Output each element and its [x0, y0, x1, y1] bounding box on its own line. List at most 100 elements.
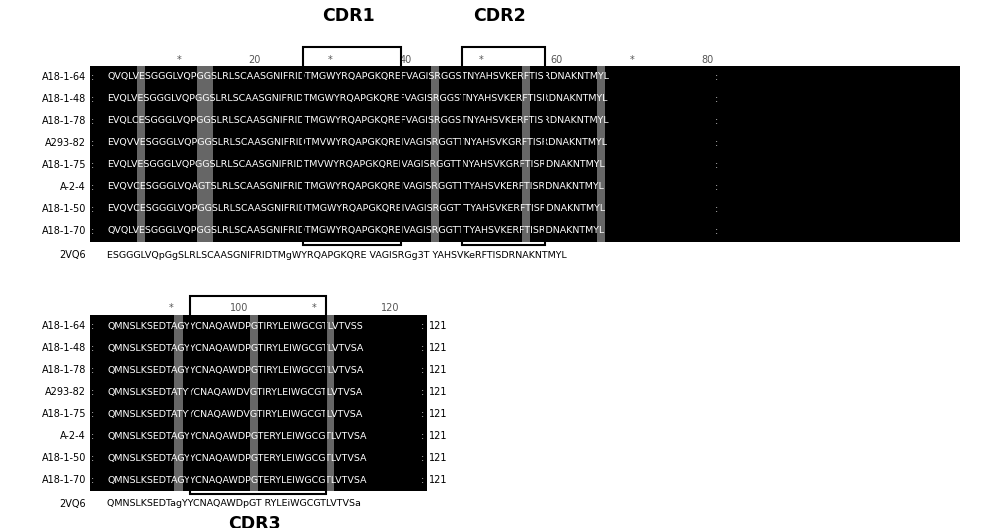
Bar	[250, 315, 258, 491]
Text: QVQLVESGGGLVQPGGSLRLSCAASGNIFRIDTMGWYRQAPGKQREFVAGISRGGSTNYAHSVKERFTISRDNAKNTMYL: QVQLVESGGGLVQPGGSLRLSCAASGNIFRIDTMGWYRQA…	[107, 72, 609, 81]
Text: :: :	[91, 226, 95, 236]
Text: :: :	[421, 343, 424, 353]
Text: 121: 121	[429, 321, 447, 331]
Text: :: :	[421, 321, 424, 331]
Text: :: :	[715, 204, 718, 214]
Text: 80: 80	[701, 55, 713, 65]
Text: *: *	[312, 303, 317, 313]
Text: 80: 80	[723, 182, 735, 192]
Text: :: :	[91, 182, 95, 192]
Text: :: :	[421, 431, 424, 441]
Text: :: :	[715, 182, 718, 192]
Text: 121: 121	[429, 475, 447, 485]
Text: A-2-4: A-2-4	[60, 431, 86, 441]
Text: :: :	[91, 409, 95, 419]
Text: EVQLVESGGGLVQPGGSLRLSCAASGNIFRIDTMGWYRQAPGKQREFVAGISRGGSTNYAHSVKERFTISRDNAKNTMYL: EVQLVESGGGLVQPGGSLRLSCAASGNIFRIDTMGWYRQA…	[107, 95, 608, 103]
Text: 121: 121	[429, 453, 447, 463]
Bar	[325, 315, 334, 491]
Text: 2VQ6: 2VQ6	[59, 499, 86, 509]
Bar	[205, 66, 213, 242]
Text: EVQVVESGGGLVQPGGSLRLSCAASGNIFRIDTMVWYRQAPGKQREIVAGISRGGTTNYAHSVKGRFTISRDNAKNTMYL: EVQVVESGGGLVQPGGSLRLSCAASGNIFRIDTMVWYRQA…	[107, 138, 607, 147]
Text: :: :	[91, 387, 95, 397]
Text: :: :	[91, 431, 95, 441]
Bar	[137, 66, 145, 242]
Text: CDR2: CDR2	[473, 7, 526, 25]
Text: A18-1-78: A18-1-78	[42, 365, 86, 375]
Text: QMNSLKSEDTAGYYCNAQAWDPGTIRYLEIWGCGTLVTVSA: QMNSLKSEDTAGYYCNAQAWDPGTIRYLEIWGCGTLVTVS…	[107, 344, 363, 353]
Text: QVQLVESGGGLVQPGGSLRLSCAASGNIFRIDTMGWYRQAPGKQREIVAGISRGGTTTYAHSVKERFTISRDNAKNTMYL: QVQLVESGGGLVQPGGSLRLSCAASGNIFRIDTMGWYRQA…	[107, 227, 604, 235]
Text: 80: 80	[723, 116, 735, 126]
Text: 80: 80	[723, 94, 735, 104]
Text: *: *	[478, 55, 483, 65]
Text: :: :	[91, 138, 95, 148]
Text: 80: 80	[723, 226, 735, 236]
Text: A18-1-50: A18-1-50	[42, 453, 86, 463]
Text: EVQLVESGGGLVQPGGSLRLSCAASGNIFRIDTMVWYRQAPGKQREIVAGISRGGTTNYAHSVKGRFTISRDNAKNTMYL: EVQLVESGGGLVQPGGSLRLSCAASGNIFRIDTMVWYRQA…	[107, 161, 605, 169]
Text: CDR3: CDR3	[228, 515, 281, 528]
Text: :: :	[421, 475, 424, 485]
Text: :: :	[715, 116, 718, 126]
Text: 20: 20	[248, 55, 260, 65]
Text: :: :	[715, 94, 718, 104]
Text: A18-1-75: A18-1-75	[42, 160, 86, 170]
Text: :: :	[421, 453, 424, 463]
Text: :: :	[91, 160, 95, 170]
Text: A293-82: A293-82	[45, 387, 86, 397]
Text: *: *	[176, 55, 181, 65]
Text: A18-1-70: A18-1-70	[42, 475, 86, 485]
Text: 121: 121	[429, 409, 447, 419]
Bar	[174, 315, 182, 491]
Text: :: :	[91, 94, 95, 104]
Bar	[190, 296, 326, 494]
Text: :: :	[91, 453, 95, 463]
Text: QMNSLKSEDTAGYYCNAQAWDPGTERYLEIWGCGTLVTVSA: QMNSLKSEDTAGYYCNAQAWDPGTERYLEIWGCGTLVTVS…	[107, 454, 366, 463]
Text: :: :	[91, 204, 95, 214]
Text: EVQVCESGGGLVQAGTSLRLSCAASGNIFRIDTMGWYRQAPGKQREIVAGISRGGTTTYAHSVKERFTISRDNAKNTMYL: EVQVCESGGGLVQAGTSLRLSCAASGNIFRIDTMGWYRQA…	[107, 183, 604, 192]
Bar	[303, 47, 401, 245]
Text: 40: 40	[399, 55, 411, 65]
Text: QMNSLKSEDTagYYCNAQAWDpGT RYLEiWGCGTLVTVSa: QMNSLKSEDTagYYCNAQAWDpGT RYLEiWGCGTLVTVS…	[107, 499, 361, 508]
Text: QMNSLKSEDTATYYCNAQAWDVGTIRYLEIWGCGTLVTVSA: QMNSLKSEDTATYYCNAQAWDVGTIRYLEIWGCGTLVTVS…	[107, 388, 362, 397]
Text: :: :	[715, 160, 718, 170]
Text: 80: 80	[723, 204, 735, 214]
Text: 80: 80	[723, 72, 735, 82]
Text: QMNSLKSEDTAGYYCNAQAWDPGTIRYLEIWGCGTLVTVSA: QMNSLKSEDTAGYYCNAQAWDPGTIRYLEIWGCGTLVTVS…	[107, 365, 363, 374]
Text: 80: 80	[723, 138, 735, 148]
Text: :: :	[715, 138, 718, 148]
Text: A18-1-64: A18-1-64	[42, 321, 86, 331]
Text: 60: 60	[550, 55, 562, 65]
Bar	[522, 66, 530, 242]
Bar	[90, 66, 960, 242]
Text: ESGGGLVQpGgSLRLSCAASGNIFRIDTMgWYRQAPGKQRE VAGISRGg3T YAHSVKeRFTISDRNAKNTMYL: ESGGGLVQpGgSLRLSCAASGNIFRIDTMgWYRQAPGKQR…	[107, 250, 567, 259]
Bar	[90, 315, 427, 491]
Text: :: :	[715, 226, 718, 236]
Text: 121: 121	[429, 343, 447, 353]
Text: A18-1-64: A18-1-64	[42, 72, 86, 82]
Text: CDR1: CDR1	[322, 7, 375, 25]
Text: A18-1-75: A18-1-75	[42, 409, 86, 419]
Bar	[597, 66, 605, 242]
Text: 121: 121	[429, 431, 447, 441]
Text: :: :	[421, 409, 424, 419]
Text: :: :	[421, 365, 424, 375]
Text: A18-1-48: A18-1-48	[42, 94, 86, 104]
Text: 121: 121	[429, 387, 447, 397]
Text: A18-1-50: A18-1-50	[42, 204, 86, 214]
Text: QMNSLKSEDTAGYYCNAQAWDPGTERYLEIWGCGTLVTVSA: QMNSLKSEDTAGYYCNAQAWDPGTERYLEIWGCGTLVTVS…	[107, 476, 366, 485]
Text: :: :	[91, 343, 95, 353]
Text: 2VQ6: 2VQ6	[59, 250, 86, 260]
Bar	[462, 47, 545, 245]
Text: :: :	[91, 475, 95, 485]
Text: A18-1-70: A18-1-70	[42, 226, 86, 236]
Bar	[431, 66, 439, 242]
Text: A-2-4: A-2-4	[60, 182, 86, 192]
Text: :: :	[91, 365, 95, 375]
Text: *: *	[327, 55, 332, 65]
Text: QMNSLKSEDTAGYYCNAQAWDPGTERYLEIWGCGTLVTVSA: QMNSLKSEDTAGYYCNAQAWDPGTERYLEIWGCGTLVTVS…	[107, 431, 366, 440]
Text: :: :	[421, 387, 424, 397]
Text: *: *	[629, 55, 634, 65]
Text: :: :	[715, 72, 718, 82]
Text: :: :	[91, 321, 95, 331]
Text: A18-1-78: A18-1-78	[42, 116, 86, 126]
Text: :: :	[91, 72, 95, 82]
